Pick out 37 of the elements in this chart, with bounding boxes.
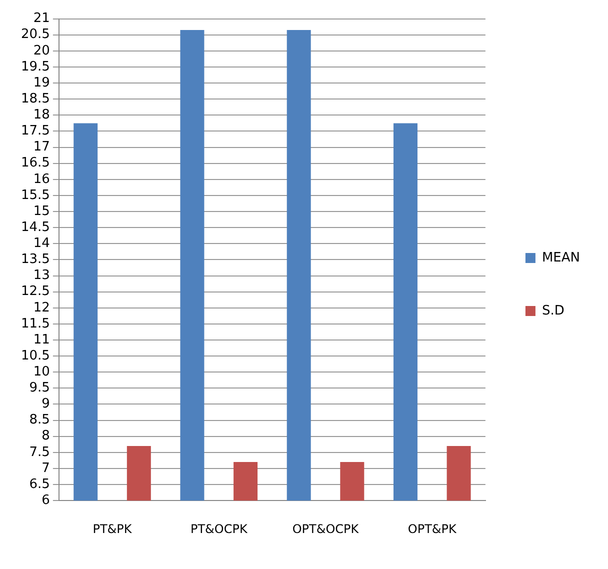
- y-tick-label: 13.5: [20, 252, 50, 268]
- y-tick-label: 13: [33, 268, 50, 284]
- y-tick-label: 9: [42, 396, 50, 412]
- y-tick-label: 11: [33, 332, 50, 348]
- y-tick-label: 8.5: [29, 412, 50, 428]
- y-tick-label: 16.5: [20, 156, 50, 171]
- x-tick-label: OPT&PK: [408, 522, 458, 536]
- y-tick-label: 12: [33, 300, 50, 316]
- y-tick-label: 18: [33, 108, 50, 123]
- y-tick-label: 11.5: [20, 316, 50, 332]
- y-tick-label: 7: [42, 460, 50, 476]
- legend-label: S.D: [542, 303, 564, 318]
- x-tick-label: PT&OCPK: [190, 522, 248, 536]
- y-tick-label: 17.5: [20, 124, 50, 139]
- y-tick-label: 9.5: [29, 380, 50, 396]
- x-tick-label: PT&PK: [92, 522, 133, 536]
- legend-label: MEAN: [542, 250, 580, 266]
- y-tick-label: 20: [33, 43, 50, 58]
- y-tick-label: 7.5: [29, 444, 50, 460]
- y-tick-label: 19.5: [20, 59, 50, 74]
- y-tick-label: 14.5: [20, 220, 50, 235]
- y-tick-label: 8: [42, 428, 50, 444]
- y-tick-label: 16: [33, 172, 50, 187]
- y-tick-label: 14: [33, 236, 50, 252]
- y-tick-label: 10: [33, 364, 50, 380]
- y-tick-label: 21: [33, 11, 50, 26]
- x-tick-label: OPT&OCPK: [292, 522, 360, 536]
- y-tick-label: 10.5: [20, 348, 50, 364]
- y-tick-label: 12.5: [20, 284, 50, 300]
- y-tick-label: 20.5: [20, 27, 50, 42]
- y-tick-label: 6: [42, 492, 50, 508]
- y-tick-label: 15: [33, 204, 50, 219]
- y-tick-label: 18.5: [20, 91, 50, 106]
- y-tick-label: 17: [33, 140, 50, 155]
- y-tick-label: 6.5: [29, 476, 50, 492]
- y-tick-label: 15.5: [20, 188, 50, 203]
- y-tick-label: 19: [33, 75, 50, 90]
